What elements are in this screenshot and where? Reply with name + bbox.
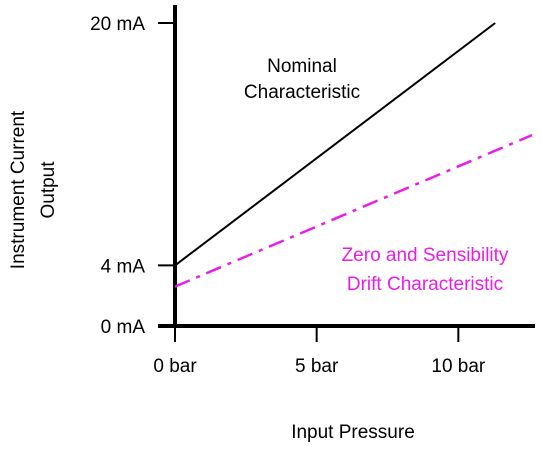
y-axis-title-line-2: Output (38, 161, 59, 219)
y-tick-label-0-ma: 0 mA (101, 317, 146, 338)
nominal-annotation: Nominal Characteristic (244, 56, 360, 103)
y-tick-label-4-ma: 4 mA (101, 256, 146, 277)
nominal-characteristic-line (174, 22, 496, 267)
y-axis-title: Instrument Current Output (8, 110, 59, 269)
drift-annotation-line-1: Zero and Sensibility (342, 245, 509, 266)
y-tick-label-20-ma: 20 mA (90, 14, 145, 35)
x-ticks: 0 bar 5 bar 10 bar (153, 326, 486, 377)
nominal-annotation-line-1: Nominal (267, 56, 337, 77)
x-tick-label-5-bar: 5 bar (295, 356, 339, 377)
series-layer (174, 22, 533, 288)
x-axis-title: Input Pressure (291, 422, 415, 443)
x-tick-label-10-bar: 10 bar (431, 356, 486, 377)
drift-characteristic-line (174, 133, 533, 288)
drift-annotation: Zero and Sensibility Drift Characteristi… (342, 245, 509, 295)
y-axis-title-line-1: Instrument Current (8, 110, 29, 269)
drift-annotation-line-2: Drift Characteristic (347, 274, 503, 295)
nominal-annotation-line-2: Characteristic (244, 82, 360, 103)
x-tick-label-0-bar: 0 bar (153, 356, 197, 377)
y-ticks: 0 mA 4 mA 20 mA (90, 14, 175, 338)
